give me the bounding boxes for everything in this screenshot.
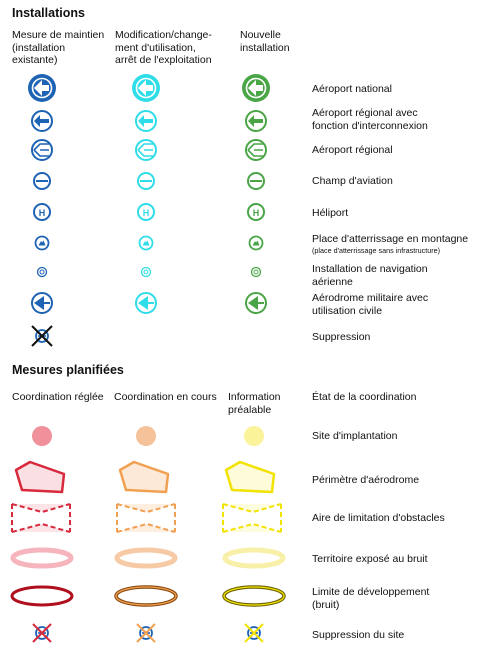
suppression-icon: [32, 326, 52, 346]
obstacle-limitation-icon-prealable: [223, 504, 281, 532]
heliport-icon-modification: H: [138, 204, 154, 220]
heliport-icon-maintien: H: [34, 204, 50, 220]
aerodrome-perimeter-icon-encours: [120, 462, 168, 492]
development-limit-icon-regle: [12, 587, 72, 605]
military-aerodrome-icon-modification: [136, 293, 156, 313]
national-airport-icon-maintien: [28, 74, 56, 102]
svg-text:H: H: [143, 208, 150, 218]
air-navigation-icon-maintien: [38, 268, 47, 277]
airfield-icon-maintien: [34, 173, 50, 189]
site-dot-icon-encours: [136, 426, 156, 446]
heliport-icon-nouvelle: H: [248, 204, 264, 220]
regional-airport-icon-modification: [136, 140, 156, 160]
svg-text:H: H: [253, 208, 260, 218]
development-limit-icon-prealable: [224, 587, 284, 605]
regional-airport-interconnection-icon-maintien: [32, 111, 52, 131]
site-dot-icon-regle: [32, 426, 52, 446]
mountain-landing-icon-maintien: [36, 237, 49, 250]
regional-airport-interconnection-icon-modification: [136, 111, 156, 131]
mountain-landing-icon-modification: [140, 237, 153, 250]
obstacle-limitation-icon-encours: [117, 504, 175, 532]
svg-text:H: H: [39, 208, 46, 218]
airfield-icon-nouvelle: [248, 173, 264, 189]
national-airport-icon-nouvelle: [242, 74, 270, 102]
regional-airport-interconnection-icon-nouvelle: [246, 111, 266, 131]
site-suppression-icon-regle: [33, 624, 51, 642]
air-navigation-icon-modification: [142, 268, 151, 277]
site-dot-icon-prealable: [244, 426, 264, 446]
air-navigation-icon-nouvelle: [252, 268, 261, 277]
military-aerodrome-icon-maintien: [32, 293, 52, 313]
obstacle-limitation-icon-regle: [12, 504, 70, 532]
site-suppression-icon-encours: [137, 624, 155, 642]
regional-airport-icon-nouvelle: [246, 140, 266, 160]
aerodrome-perimeter-icon-prealable: [226, 462, 274, 492]
development-limit-icon-encours: [116, 587, 176, 605]
airfield-icon-modification: [138, 173, 154, 189]
regional-airport-icon-maintien: [32, 140, 52, 160]
military-aerodrome-icon-nouvelle: [246, 293, 266, 313]
site-suppression-icon-prealable: [245, 624, 263, 642]
national-airport-icon-modification: [132, 74, 160, 102]
noise-territory-icon-encours: [117, 550, 175, 566]
noise-territory-icon-prealable: [225, 550, 283, 566]
aerodrome-perimeter-icon-regle: [16, 462, 64, 492]
noise-territory-icon-regle: [13, 550, 71, 566]
mountain-landing-icon-nouvelle: [250, 237, 263, 250]
